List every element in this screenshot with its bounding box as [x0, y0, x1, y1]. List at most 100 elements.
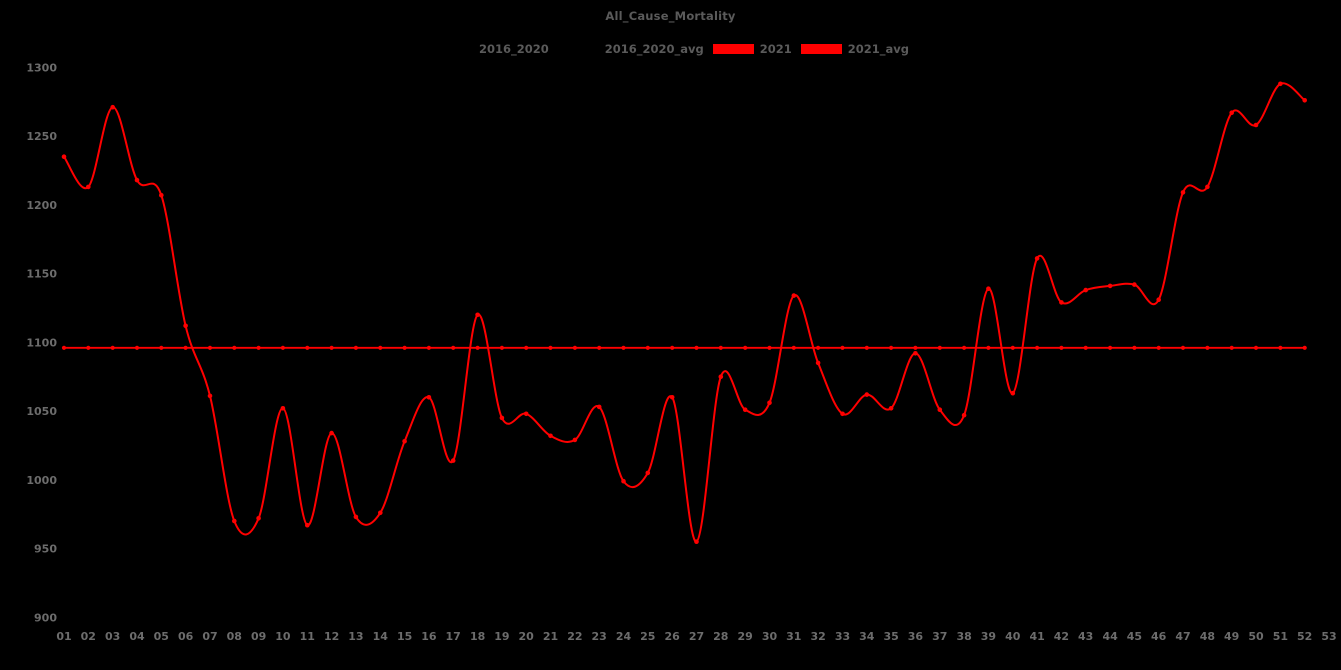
series-2021-avg-marker [1278, 345, 1283, 350]
x-tick-label: 50 [1248, 630, 1264, 643]
x-tick-label: 22 [567, 630, 582, 643]
series-2021-avg-marker [256, 345, 261, 350]
x-tick-label: 19 [494, 630, 509, 643]
series-2021-marker [402, 439, 407, 444]
y-tick-label: 1000 [26, 474, 57, 487]
y-tick-label: 950 [34, 543, 57, 556]
x-tick-label: 33 [835, 630, 850, 643]
x-tick-label: 14 [373, 630, 389, 643]
legend-label-2021_avg: 2021_avg [847, 42, 910, 56]
series-2021-marker [1229, 110, 1234, 115]
series-2021-marker [864, 392, 870, 397]
series-2021-marker [1180, 190, 1186, 195]
x-tick-label: 16 [421, 630, 437, 643]
x-tick-label: 02 [81, 630, 96, 643]
legend-item-2021_avg: 2021_avg [800, 42, 910, 56]
series-2021-avg-marker [305, 345, 310, 350]
series-2021-marker [596, 404, 602, 410]
series-2021-marker [378, 510, 383, 516]
series-2021-avg-marker [718, 345, 723, 350]
legend-label-2016_2020: 2016_2020 [478, 42, 549, 56]
series-2021-marker [645, 470, 651, 476]
series-2021-marker [1205, 184, 1210, 190]
series-2021-avg-marker [110, 345, 115, 350]
series-2021-marker [499, 415, 505, 421]
series-2021-marker [1010, 390, 1016, 396]
x-tick-label: 43 [1078, 630, 1093, 643]
x-tick-label: 10 [275, 630, 291, 643]
x-tick-label: 32 [810, 630, 825, 643]
chart-title: All_Cause_Mortality [605, 9, 736, 23]
series-2021-avg-marker [451, 345, 456, 350]
series-2021-marker [183, 323, 188, 329]
x-tick-label: 48 [1200, 630, 1215, 643]
series-2021-marker [1059, 300, 1064, 305]
x-tick-label: 31 [786, 630, 801, 643]
y-tick-label: 1150 [26, 268, 57, 281]
series-2021-marker [913, 351, 918, 356]
series-2021-avg-marker [159, 345, 164, 350]
series-2021-marker [1278, 81, 1283, 87]
series-2021-marker [280, 406, 286, 411]
series-2021-avg-marker [524, 345, 529, 350]
x-tick-label: 06 [178, 630, 194, 643]
legend-item-2021: 2021 [712, 42, 792, 56]
x-tick-label: 15 [397, 630, 412, 643]
series-2021-avg-marker [207, 345, 213, 350]
x-tick-label: 35 [883, 630, 898, 643]
x-tick-label: 26 [665, 630, 681, 643]
series-2021-avg-marker [1205, 345, 1210, 350]
series-2021-marker [669, 395, 675, 400]
series-2021-avg-marker [353, 345, 358, 350]
series-2021-marker [232, 518, 237, 524]
x-tick-label: 18 [470, 630, 485, 643]
x-tick-label: 04 [129, 630, 145, 643]
series-2021-marker [523, 411, 529, 417]
series-2021-avg-marker [378, 345, 383, 350]
x-tick-label: 07 [202, 630, 217, 643]
legend-label-2021: 2021 [759, 42, 792, 56]
x-tick-label: 24 [616, 630, 632, 643]
x-tick-label: 42 [1054, 630, 1069, 643]
x-tick-label: 44 [1102, 630, 1118, 643]
series-2021-avg-marker [232, 345, 237, 350]
series-2021-avg-marker [937, 345, 942, 350]
x-tick-label: 47 [1175, 630, 1190, 643]
series-2021-avg-marker [645, 345, 650, 350]
legend: 2016_2020 2016_2020_avg 2021 2021_avg [0, 42, 1341, 56]
series-2021-marker [305, 522, 310, 528]
series-2021-marker [791, 293, 797, 298]
series-2021-avg-marker [864, 345, 869, 350]
series-2021-avg-marker [1156, 345, 1161, 350]
series-2021-avg-marker [475, 345, 480, 350]
series-2021-marker [159, 192, 164, 198]
series-2021-marker [426, 395, 432, 400]
x-tick-label: 45 [1127, 630, 1142, 643]
series-2021-marker [1302, 98, 1307, 103]
series-2021-avg-marker [986, 345, 991, 350]
x-tick-label: 13 [348, 630, 363, 643]
series-2021-avg-marker [134, 345, 140, 350]
legend-label-2016_2020_avg: 2016_2020_avg [604, 42, 704, 56]
series-2021-avg-marker [402, 345, 407, 350]
series-2021-marker [61, 154, 67, 159]
series-2021-marker [1132, 282, 1137, 287]
series-2021-marker [1034, 256, 1040, 261]
series-2021-marker [572, 437, 578, 443]
series-2021-avg-marker [426, 345, 431, 350]
series-2021-avg-marker [1108, 345, 1113, 350]
x-tick-label: 27 [689, 630, 704, 643]
series-2021-marker [961, 412, 967, 418]
series-2021-avg-marker [1132, 345, 1137, 350]
x-tick-label: 11 [300, 630, 315, 643]
series-2021-marker [86, 184, 91, 190]
series-2021-marker [353, 514, 359, 520]
x-tick-label: 17 [446, 630, 461, 643]
series-2021-avg-marker [670, 345, 675, 350]
x-tick-label: 51 [1273, 630, 1288, 643]
x-tick-label: 23 [592, 630, 607, 643]
series-2021-marker [1107, 283, 1113, 289]
series-2021-marker [937, 407, 943, 413]
series-2021-marker [1156, 297, 1161, 303]
